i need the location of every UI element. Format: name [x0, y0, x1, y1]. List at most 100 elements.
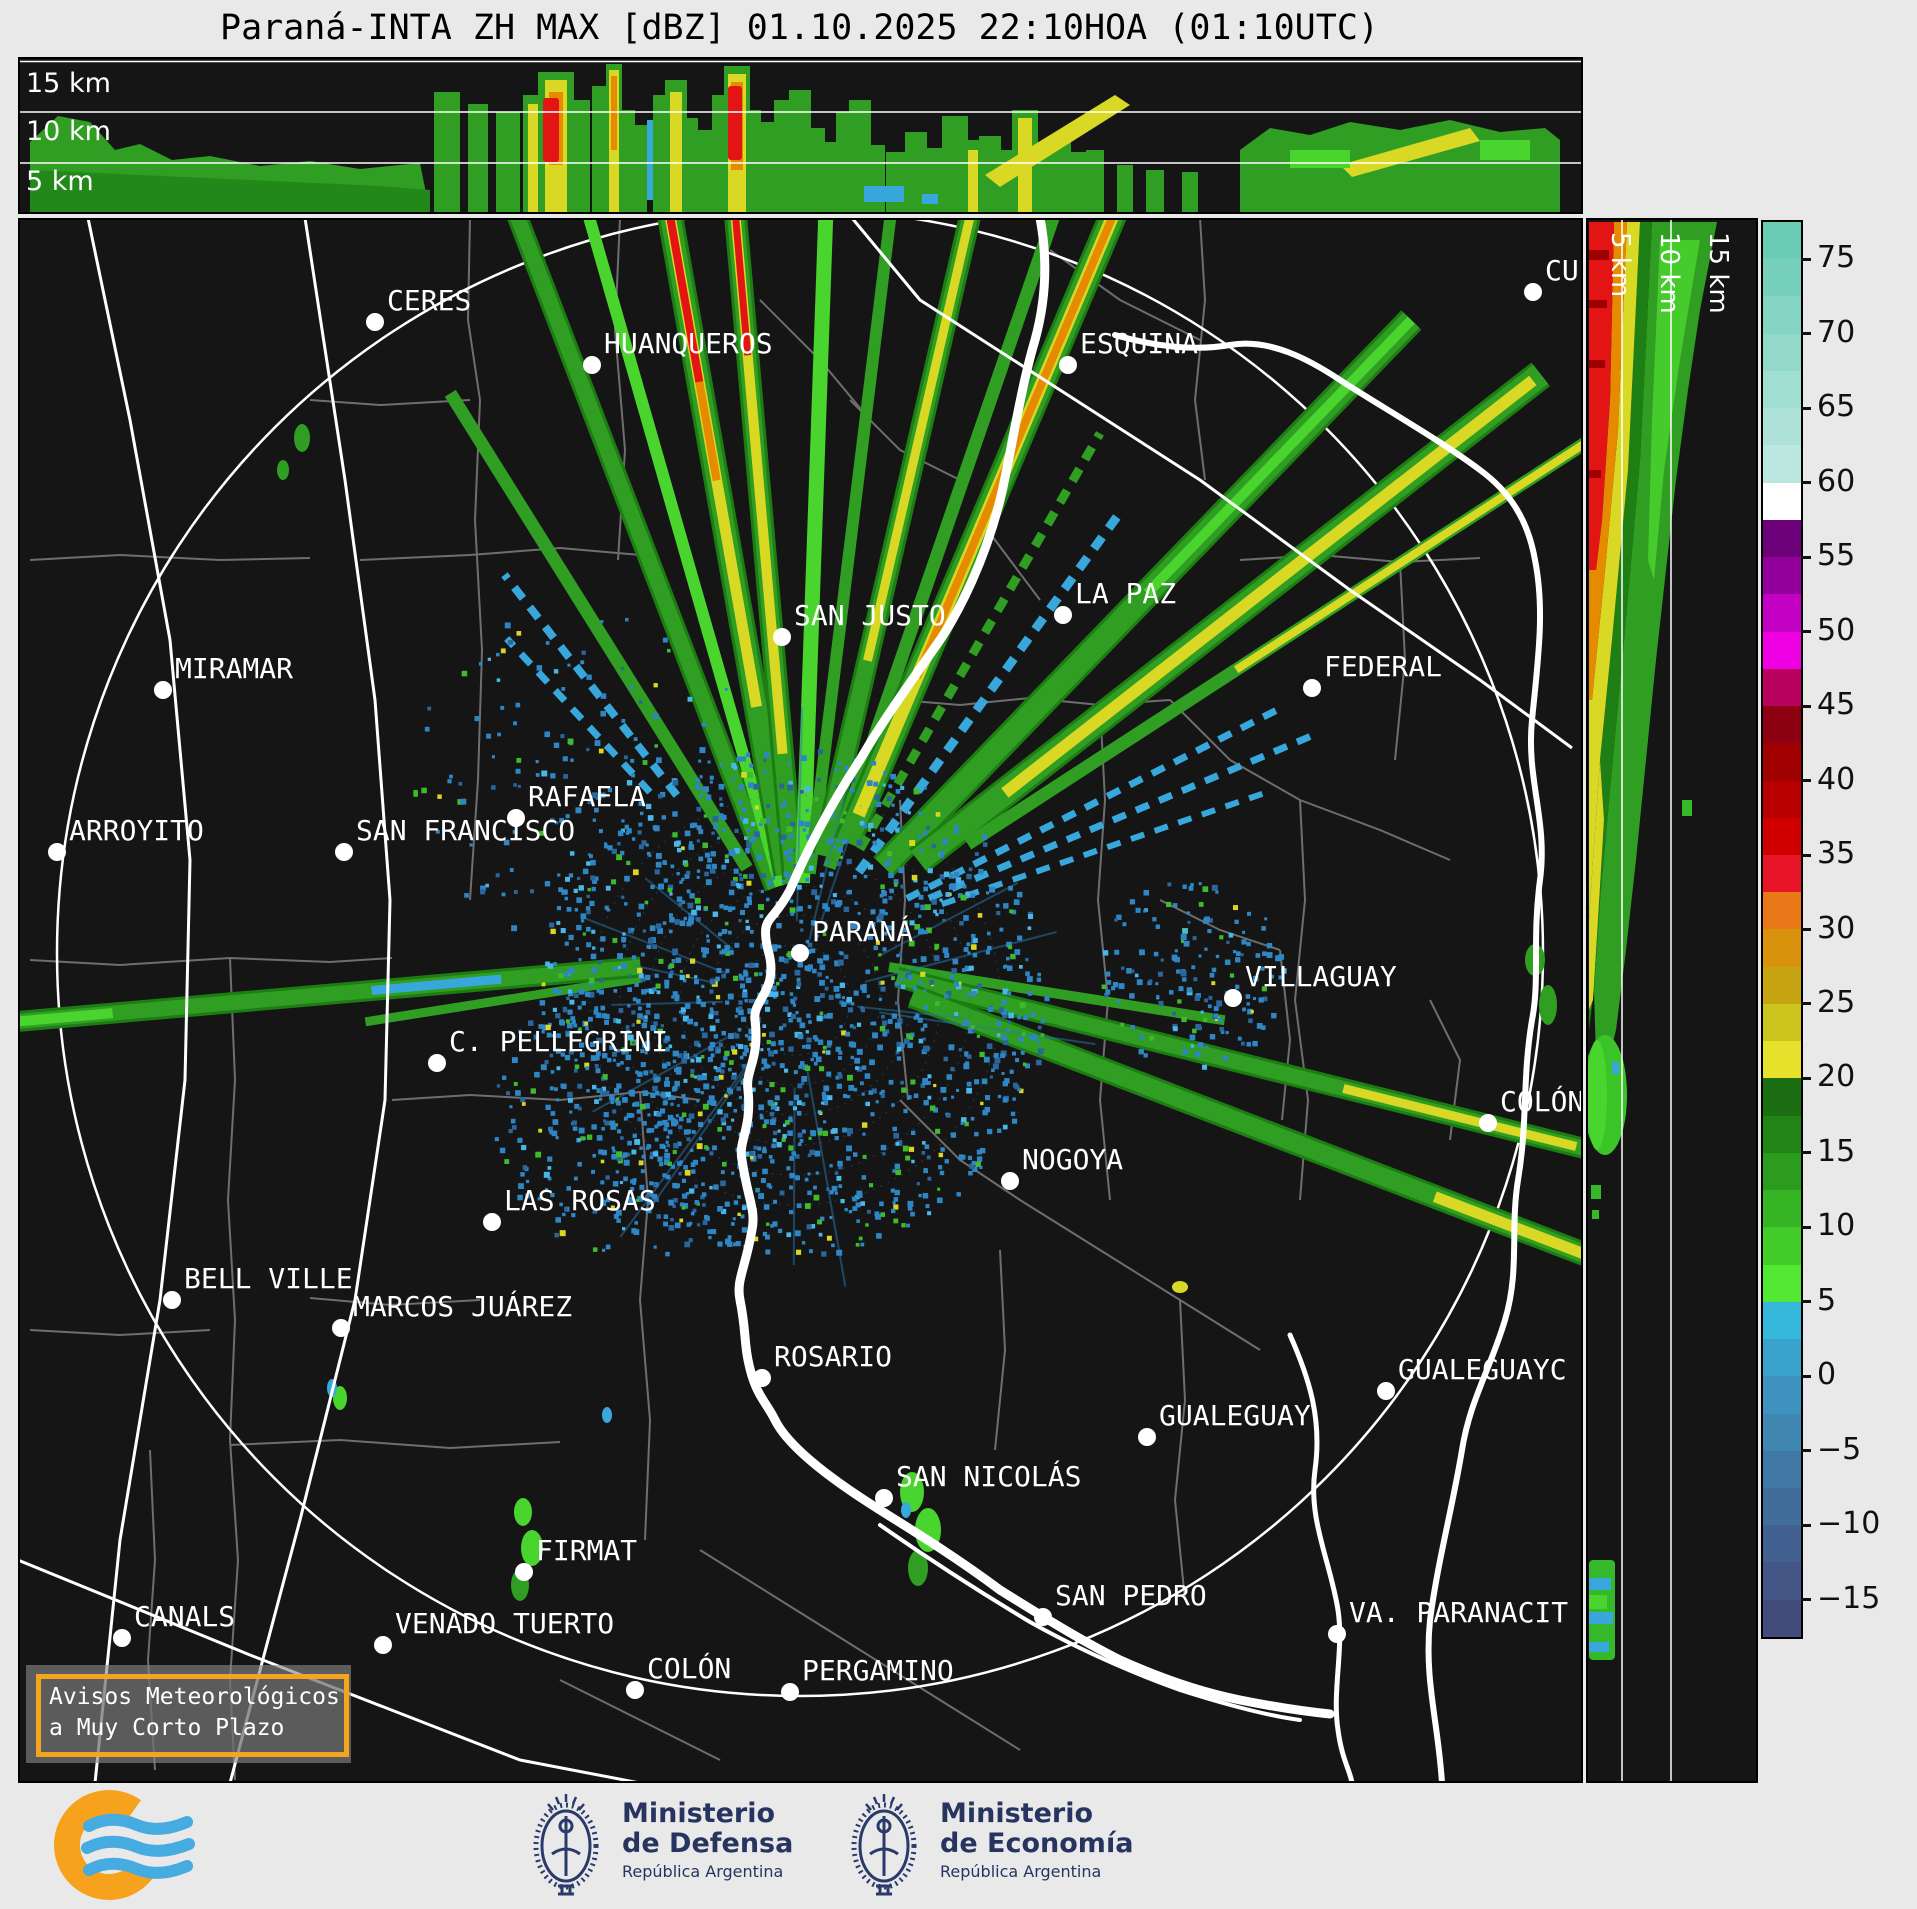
clutter-pixel: [626, 1112, 632, 1118]
clutter-pixel: [713, 823, 719, 830]
clutter-pixel: [738, 973, 742, 977]
clutter-pixel: [799, 1022, 806, 1029]
city-label: GUALEGUAY: [1159, 1399, 1311, 1432]
clutter-pixel: [550, 1111, 556, 1116]
clutter-pixel: [648, 853, 652, 857]
clutter-pixel: [964, 1053, 968, 1057]
clutter-pixel: [698, 759, 702, 763]
clutter-pixel: [982, 1109, 988, 1116]
clutter-pixel: [1009, 1069, 1014, 1074]
clutter-pixel: [958, 981, 962, 985]
clutter-pixel: [723, 905, 729, 911]
clutter-pixel: [1275, 955, 1282, 962]
clutter-pixel: [678, 1171, 682, 1176]
clutter-pixel: [675, 1183, 681, 1188]
clutter-pixel: [1250, 1009, 1254, 1014]
colorbar-tick: [1801, 1300, 1811, 1304]
clutter-pixel: [710, 1100, 717, 1106]
clutter-pixel: [577, 876, 581, 881]
clutter-pixel: [574, 1058, 578, 1062]
clutter-pixel: [704, 871, 709, 877]
clutter-pixel: [818, 1232, 823, 1237]
clutter-pixel: [847, 889, 852, 895]
clutter-pixel: [747, 1008, 754, 1014]
clutter-pixel: [600, 620, 604, 624]
clutter-pixel: [1172, 1011, 1176, 1016]
clutter-pixel: [622, 1097, 628, 1103]
clutter-pixel: [615, 1209, 622, 1216]
clutter-pixel: [1006, 1028, 1010, 1032]
clutter-pixel: [927, 1211, 932, 1216]
clutter-pixel: [686, 1137, 691, 1142]
echo-spike-yellow: [968, 150, 978, 212]
colorbar-tick-label: 55: [1817, 538, 1856, 574]
right-cross-section-plot: 5 km 10 km 15 km: [1588, 220, 1733, 1781]
clutter-pixel: [750, 1155, 757, 1162]
clutter-pixel: [709, 775, 714, 780]
clutter-pixel: [643, 1017, 648, 1023]
clutter-pixel: [890, 1188, 895, 1193]
clutter-pixel: [789, 992, 794, 996]
clutter-pixel: [715, 995, 721, 1000]
clutter-pixel: [970, 1116, 975, 1121]
defensa-sub: República Argentina: [622, 1862, 784, 1881]
clutter-pixel: [807, 1190, 812, 1196]
clutter-pixel: [567, 990, 574, 997]
clutter-pixel: [554, 1232, 559, 1238]
clutter-pixel: [652, 944, 657, 950]
clutter-pixel: [721, 929, 727, 935]
clutter-pixel: [888, 784, 893, 789]
clutter-pixel: [989, 1075, 993, 1079]
clutter-pixel: [586, 1089, 590, 1093]
clutter-pixel: [892, 1126, 897, 1132]
clutter-pixel: [910, 1032, 915, 1037]
clutter-pixel: [670, 1102, 674, 1106]
clutter-pixel: [814, 1037, 819, 1042]
echo-bottom-bright: [1589, 1595, 1607, 1609]
clutter-pixel: [891, 1103, 895, 1107]
clutter-pixel: [591, 1124, 597, 1130]
clutter-pixel: [894, 981, 899, 986]
colorbar-cell: [1763, 259, 1801, 297]
clutter-pixel: [592, 1084, 597, 1090]
clutter-pixel: [679, 1218, 684, 1223]
clutter-pixel: [617, 953, 623, 959]
clutter-pixel: [480, 885, 486, 892]
clutter-pixel: [813, 1061, 818, 1066]
clutter-pixel: [647, 815, 654, 821]
clutter-pixel: [1000, 1008, 1007, 1015]
clutter-pixel: [875, 1213, 881, 1220]
echo-mass-right: [1240, 120, 1560, 212]
clutter-pixel: [592, 879, 597, 884]
clutter-pixel: [684, 830, 691, 837]
clutter-ray: [864, 931, 1057, 983]
warning-line-2: a Muy Corto Plazo: [49, 1715, 285, 1741]
clutter-pixel: [619, 1180, 623, 1185]
clutter-pixel: [837, 1071, 842, 1077]
clutter-pixel: [766, 803, 771, 808]
clutter-pixel: [725, 1000, 730, 1005]
clutter-pixel: [882, 1020, 888, 1026]
clutter-pixel: [825, 906, 830, 912]
clutter-pixel: [727, 1102, 732, 1107]
clutter-pixel: [729, 850, 736, 857]
clutter-pixel: [921, 1049, 927, 1055]
city-marker: [626, 1681, 644, 1699]
clutter-pixel: [800, 755, 807, 762]
clutter-pixel: [630, 1113, 635, 1118]
clutter-pixel: [1203, 1017, 1208, 1023]
clutter-pixel: [938, 1165, 943, 1170]
clutter-pixel: [639, 700, 643, 704]
height-label-5km: 5 km: [26, 166, 94, 197]
clutter-pixel: [1207, 1004, 1212, 1009]
clutter-pixel: [713, 1184, 719, 1190]
clutter-pixel: [886, 796, 892, 802]
clutter-pixel: [1278, 975, 1283, 980]
colorbar-tick-label: 65: [1817, 389, 1856, 425]
clutter-pixel: [995, 903, 1000, 908]
clutter-pixel: [658, 883, 665, 890]
warning-box[interactable]: Avisos Meteorológicos a Muy Corto Plazo: [36, 1674, 349, 1757]
clutter-pixel: [690, 1148, 694, 1152]
clutter-pixel: [785, 1120, 790, 1125]
clutter-pixel: [480, 889, 486, 895]
